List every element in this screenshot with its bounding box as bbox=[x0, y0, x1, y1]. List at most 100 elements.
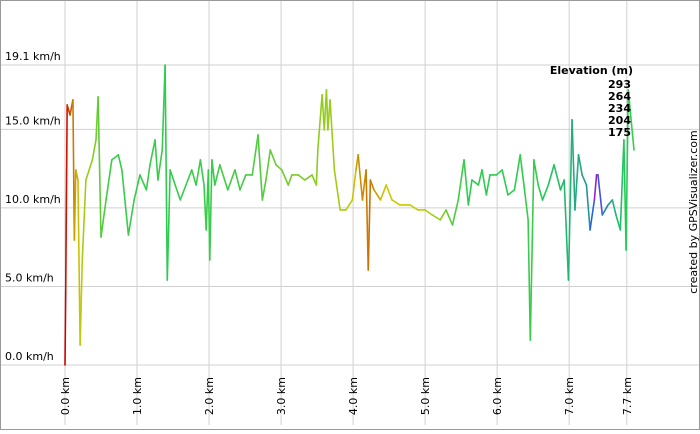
line-segment bbox=[607, 199, 614, 206]
line-segment bbox=[239, 174, 247, 191]
legend-entry: 264 bbox=[608, 90, 631, 103]
y-tick-label: 5.0 km/h bbox=[5, 271, 54, 284]
line-segment bbox=[537, 184, 544, 201]
line-segment bbox=[507, 189, 516, 196]
line-segment bbox=[97, 96, 102, 238]
line-segment bbox=[145, 164, 151, 191]
x-tick-label: 7.0 km bbox=[563, 377, 576, 415]
line-segment bbox=[529, 159, 535, 341]
line-segment bbox=[199, 159, 205, 186]
line-segment bbox=[577, 154, 583, 176]
line-segment bbox=[367, 179, 372, 271]
y-tick-label: 19.1 km/h bbox=[5, 50, 61, 63]
line-segment bbox=[574, 154, 580, 211]
line-segment bbox=[553, 164, 562, 191]
line-segment bbox=[73, 169, 77, 241]
line-segment bbox=[214, 164, 221, 186]
line-segment bbox=[477, 169, 483, 186]
line-segment bbox=[519, 154, 526, 191]
line-segment bbox=[431, 214, 442, 221]
line-segment bbox=[234, 169, 241, 191]
line-segment bbox=[533, 159, 540, 186]
line-segment bbox=[261, 179, 267, 201]
line-segment bbox=[523, 189, 529, 221]
line-segment bbox=[304, 174, 313, 181]
line-segment bbox=[208, 159, 213, 261]
legend-entry: 204 bbox=[608, 114, 631, 127]
line-segment bbox=[619, 139, 625, 231]
line-segment bbox=[149, 139, 156, 166]
line-segment bbox=[154, 139, 159, 181]
line-segment bbox=[581, 174, 588, 186]
x-tick-label: 2.0 km bbox=[203, 377, 216, 415]
line-segment bbox=[81, 179, 87, 261]
line-segment bbox=[424, 209, 434, 216]
line-segment bbox=[275, 164, 283, 171]
line-segment bbox=[571, 119, 576, 211]
line-segment bbox=[495, 169, 503, 176]
line-segment bbox=[169, 169, 176, 186]
line-segment bbox=[251, 134, 259, 176]
line-segment bbox=[111, 154, 120, 161]
line-segment bbox=[501, 169, 509, 196]
line-segment bbox=[133, 174, 141, 201]
line-segment bbox=[121, 169, 130, 236]
line-segment bbox=[485, 174, 491, 196]
line-segment bbox=[329, 99, 336, 171]
line-segment bbox=[105, 159, 113, 201]
legend-title: Elevation (m) bbox=[550, 64, 633, 77]
speed-line bbox=[64, 64, 635, 366]
line-segment bbox=[615, 214, 622, 231]
line-segment bbox=[219, 164, 229, 191]
x-tick-label: 5.0 km bbox=[419, 377, 432, 415]
line-segment bbox=[379, 184, 388, 201]
line-segment bbox=[439, 209, 447, 221]
line-segment bbox=[179, 184, 187, 201]
line-segment bbox=[91, 139, 97, 161]
line-segment bbox=[385, 184, 393, 201]
y-tick-label: 0.0 km/h bbox=[5, 350, 54, 363]
line-segment bbox=[280, 169, 290, 186]
line-segment bbox=[127, 199, 135, 236]
line-segment bbox=[226, 169, 236, 191]
line-segment bbox=[457, 159, 465, 201]
line-segment bbox=[471, 179, 480, 186]
line-segment bbox=[445, 209, 454, 226]
line-segment bbox=[597, 174, 604, 216]
line-segment bbox=[589, 199, 596, 231]
x-tick-label: 1.0 km bbox=[131, 377, 144, 415]
line-segment bbox=[351, 169, 357, 201]
line-segment bbox=[391, 199, 401, 206]
y-tick-label: 10.0 km/h bbox=[5, 193, 61, 206]
line-segment bbox=[345, 199, 354, 211]
line-segment bbox=[585, 184, 591, 231]
y-tick-label: 15.0 km/h bbox=[5, 114, 61, 127]
legend-entry: 293 bbox=[608, 78, 631, 91]
x-tick-label: 7.7 km bbox=[621, 377, 634, 415]
line-segment bbox=[79, 259, 84, 346]
line-segment bbox=[269, 149, 277, 166]
line-segment bbox=[75, 169, 79, 181]
line-segment bbox=[333, 169, 341, 211]
line-segment bbox=[541, 184, 550, 201]
line-segment bbox=[100, 199, 107, 238]
line-segment bbox=[85, 159, 94, 181]
line-segment bbox=[64, 104, 68, 291]
line-segment bbox=[563, 179, 570, 281]
line-segment bbox=[265, 149, 272, 181]
x-tick-label: 6.0 km bbox=[491, 377, 504, 415]
line-segment bbox=[481, 169, 488, 196]
line-segment bbox=[627, 89, 635, 151]
line-segment bbox=[157, 149, 164, 181]
line-segment bbox=[287, 174, 293, 186]
line-segment bbox=[174, 184, 182, 201]
line-segment bbox=[317, 94, 323, 151]
line-segment bbox=[190, 169, 197, 186]
line-segment bbox=[547, 164, 555, 186]
legend-entry: 175 bbox=[608, 126, 631, 139]
line-segment bbox=[77, 179, 81, 346]
x-tick-label: 4.0 km bbox=[347, 377, 360, 415]
line-segment bbox=[369, 179, 375, 191]
